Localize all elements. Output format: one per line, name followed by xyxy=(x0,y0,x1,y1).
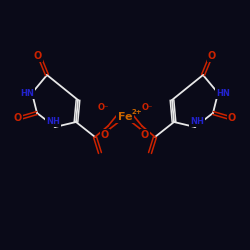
Text: NH: NH xyxy=(46,116,60,126)
Text: HN: HN xyxy=(216,88,230,98)
Text: O: O xyxy=(228,113,236,123)
Text: NH: NH xyxy=(190,116,204,126)
Text: O⁻: O⁻ xyxy=(141,102,153,112)
Text: O: O xyxy=(101,130,109,140)
Text: O⁻: O⁻ xyxy=(97,102,109,112)
Text: O: O xyxy=(34,51,42,61)
Text: O: O xyxy=(141,130,149,140)
Text: O: O xyxy=(208,51,216,61)
Text: O: O xyxy=(14,113,22,123)
Text: HN: HN xyxy=(20,88,34,98)
Text: Fe: Fe xyxy=(118,112,132,122)
Text: 2+: 2+ xyxy=(132,109,142,115)
